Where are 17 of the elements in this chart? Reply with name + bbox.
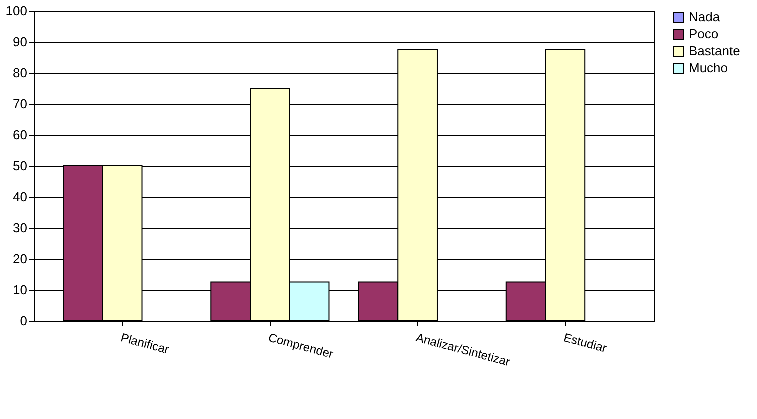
legend-label: Bastante xyxy=(689,44,740,58)
legend-label: Nada xyxy=(689,10,721,24)
y-tick-label: 60 xyxy=(13,128,28,142)
y-tick-label: 80 xyxy=(13,66,28,80)
y-tick-label: 30 xyxy=(13,220,28,236)
y-tick-label: 10 xyxy=(13,282,28,298)
y-tick-label: 100 xyxy=(6,4,28,18)
y-tick-label: 70 xyxy=(13,96,28,112)
y-tick-label: 20 xyxy=(13,252,28,266)
x-tick-label: Estudiar xyxy=(562,330,608,356)
y-tick-label: 90 xyxy=(13,34,28,50)
y-tick-label: 50 xyxy=(13,158,28,174)
y-tick-label: 0 xyxy=(20,314,28,328)
y-tick-label: 40 xyxy=(13,190,28,204)
legend-label: Mucho xyxy=(689,60,728,76)
legend-label: Poco xyxy=(689,26,719,42)
x-tick-label: Planificar xyxy=(119,330,171,357)
